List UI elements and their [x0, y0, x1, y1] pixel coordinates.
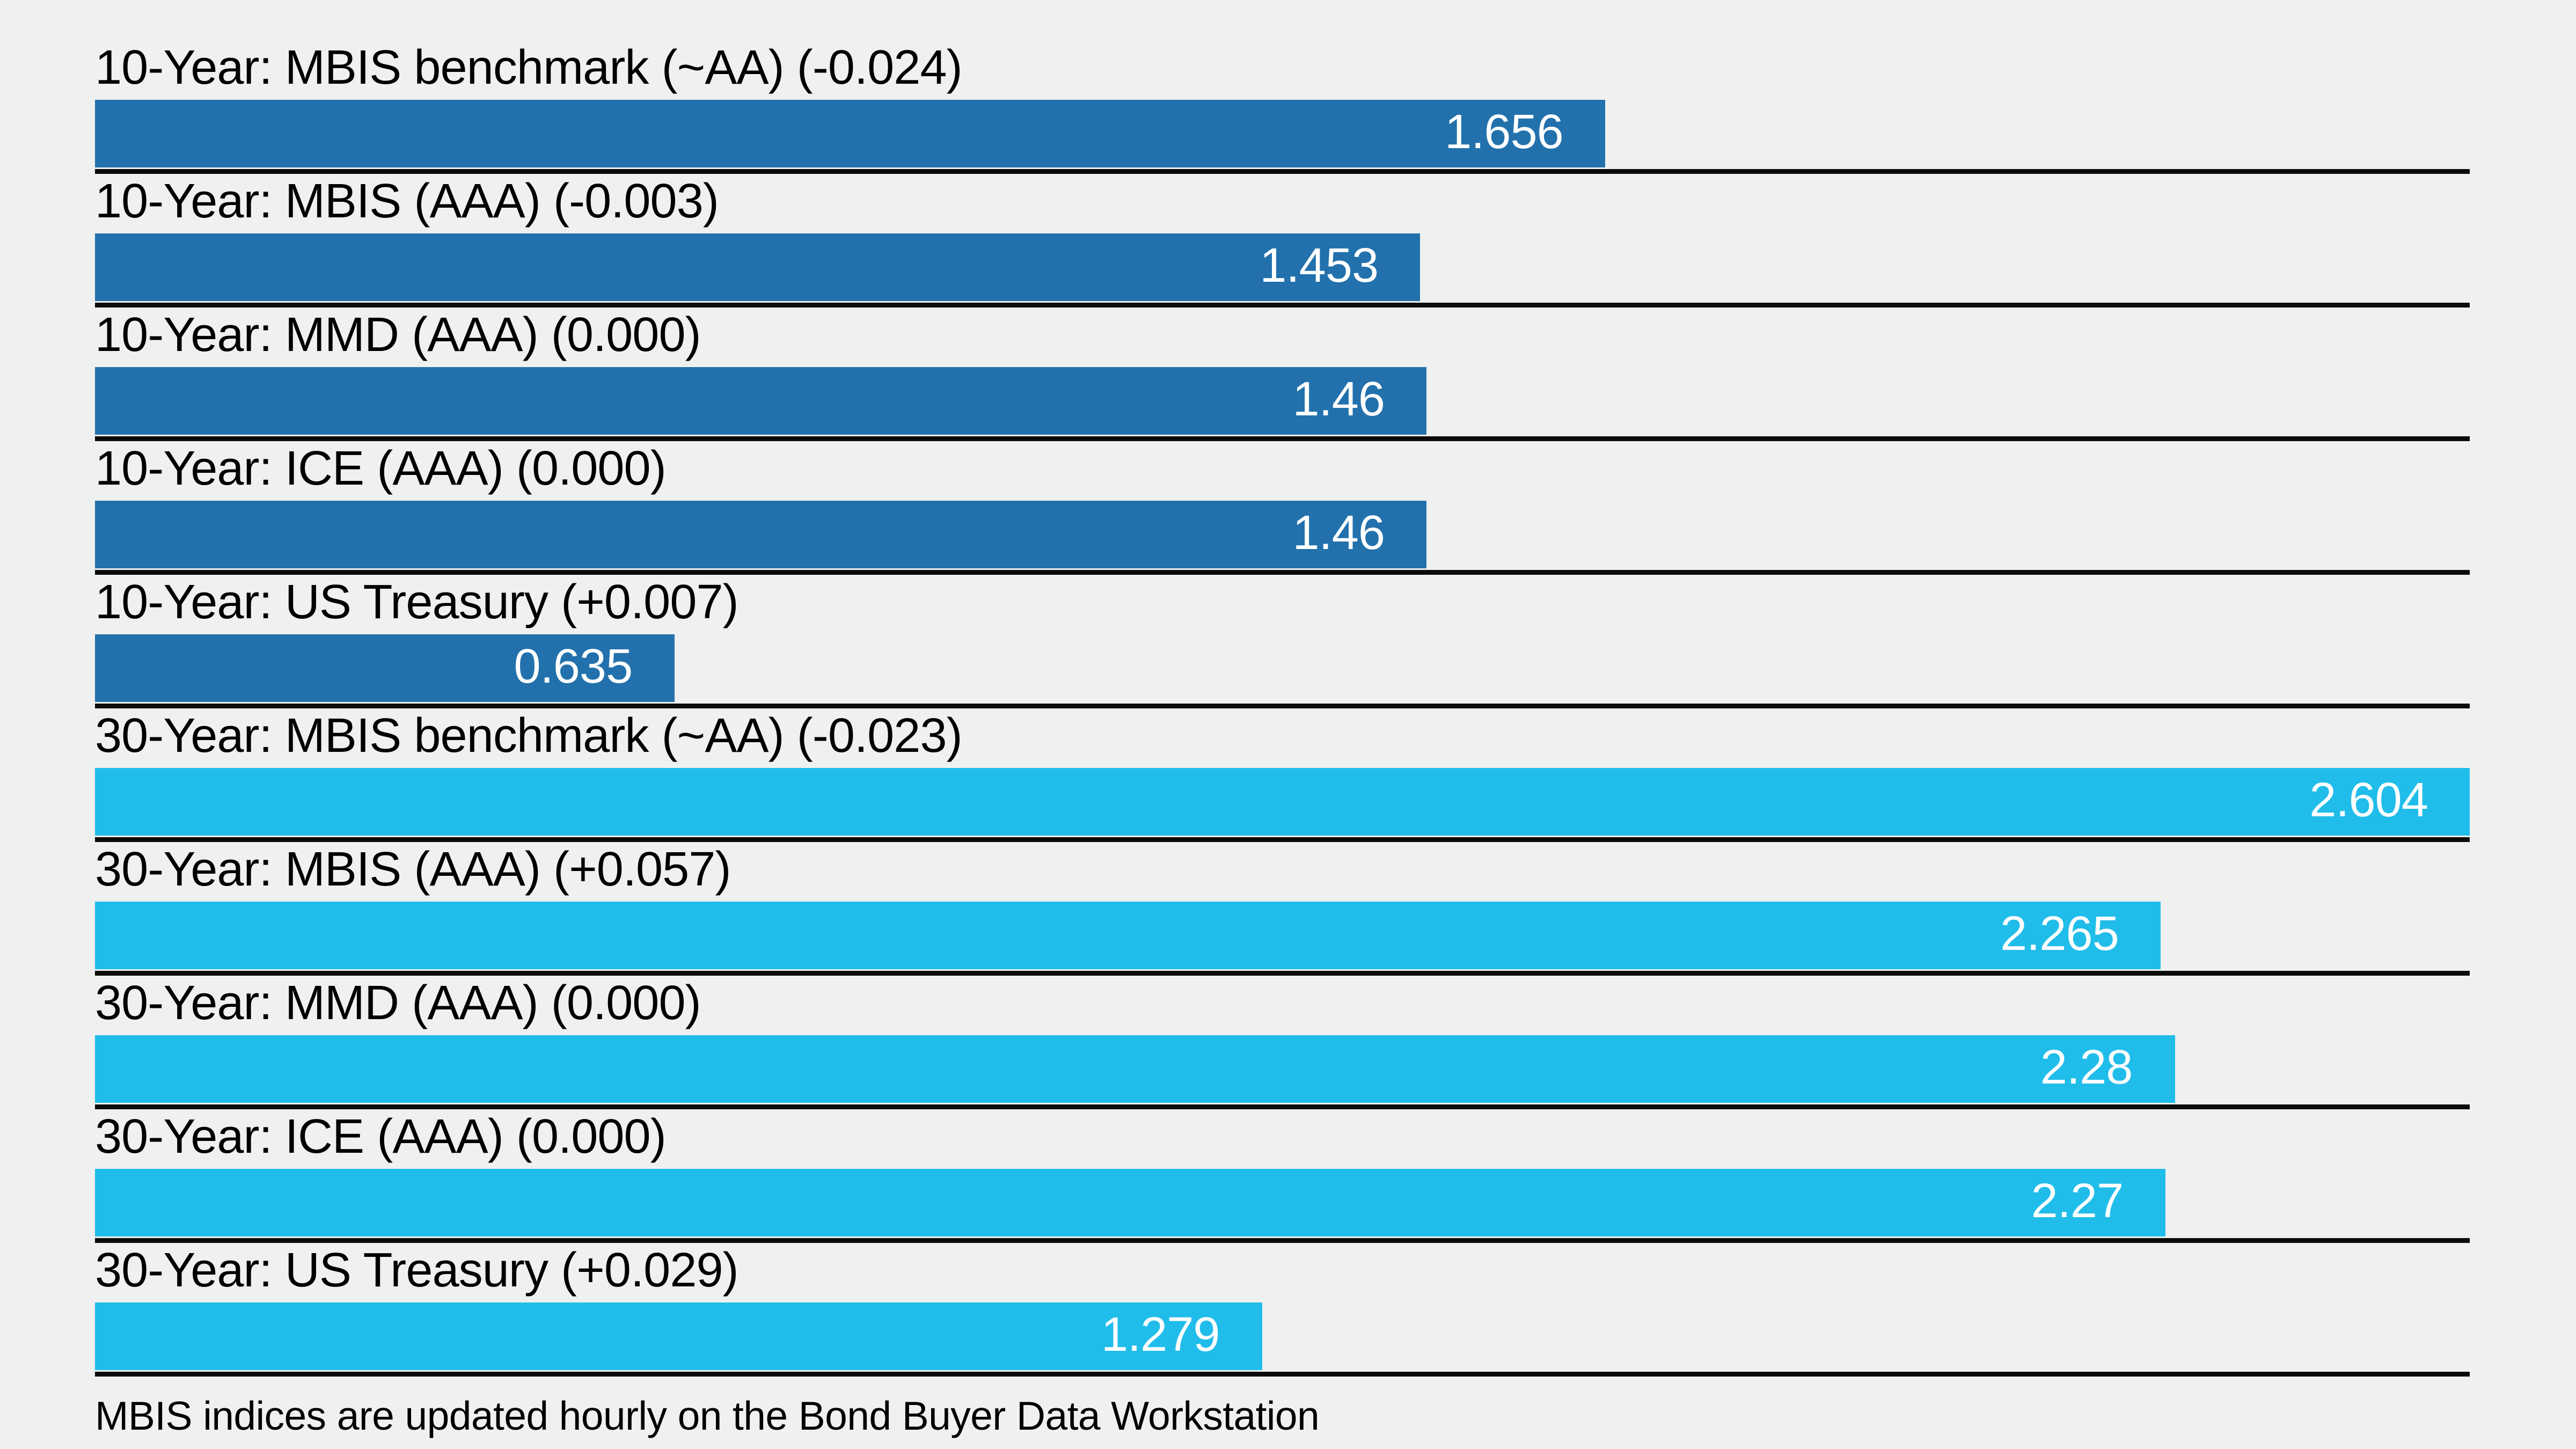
bar-row: 30-Year: US Treasury (+0.029) 1.279 — [95, 1246, 2470, 1376]
bar-label: 10-Year: US Treasury (+0.007) — [95, 576, 739, 630]
bar: 1.279 — [95, 1302, 1262, 1370]
bar-track: 0.635 — [95, 634, 2470, 702]
bar-value-label: 1.453 — [1260, 240, 1379, 293]
bar-value-label: 1.279 — [1101, 1309, 1220, 1362]
bar-rows: 10-Year: MBIS benchmark (~AA) (-0.024) 1… — [95, 43, 2470, 1376]
bar-value-label: 2.604 — [2309, 774, 2428, 828]
bar-label: 10-Year: ICE (AAA) (0.000) — [95, 443, 667, 496]
bar-label: 30-Year: MBIS benchmark (~AA) (-0.023) — [95, 710, 963, 763]
row-separator-line — [95, 971, 2470, 975]
bar-value-label: 2.265 — [2000, 908, 2119, 961]
bar-label: 30-Year: MMD (AAA) (0.000) — [95, 977, 701, 1030]
bar-track: 2.28 — [95, 1035, 2470, 1103]
bar-row: 30-Year: MBIS benchmark (~AA) (-0.023) 2… — [95, 710, 2470, 841]
bar: 2.27 — [95, 1169, 2165, 1236]
bar-label: 30-Year: ICE (AAA) (0.000) — [95, 1111, 667, 1164]
bar-value-label: 1.46 — [1292, 374, 1385, 427]
row-separator-line — [95, 1104, 2470, 1109]
row-separator-line — [95, 704, 2470, 708]
bar: 1.46 — [95, 367, 1427, 435]
bar-track: 2.265 — [95, 902, 2470, 969]
bar-label: 30-Year: MBIS (AAA) (+0.057) — [95, 844, 731, 897]
bar-label: 10-Year: MBIS benchmark (~AA) (-0.024) — [95, 42, 963, 95]
bar-row: 10-Year: MBIS (AAA) (-0.003) 1.453 — [95, 177, 2470, 307]
bar-row: 30-Year: MMD (AAA) (0.000) 2.28 — [95, 977, 2470, 1109]
bar-track: 2.604 — [95, 768, 2470, 836]
footer-note: MBIS indices are updated hourly on the B… — [95, 1393, 1320, 1439]
bar-track: 1.656 — [95, 100, 2470, 167]
bar-row: 10-Year: MBIS benchmark (~AA) (-0.024) 1… — [95, 43, 2470, 173]
bar-row: 10-Year: US Treasury (+0.007) 0.635 — [95, 576, 2470, 708]
bar: 1.453 — [95, 233, 1421, 301]
bar-track: 2.27 — [95, 1169, 2470, 1236]
bar: 1.46 — [95, 501, 1427, 568]
bar-value-label: 1.46 — [1292, 507, 1385, 560]
bar-value-label: 1.656 — [1445, 106, 1564, 159]
bar-value-label: 2.27 — [2031, 1175, 2124, 1228]
bar: 2.604 — [95, 768, 2470, 836]
bar-row: 10-Year: MMD (AAA) (0.000) 1.46 — [95, 309, 2470, 441]
bar-track: 1.279 — [95, 1302, 2470, 1370]
bar-track: 1.46 — [95, 501, 2470, 568]
bar-row: 10-Year: ICE (AAA) (0.000) 1.46 — [95, 444, 2470, 574]
row-separator-line — [95, 169, 2470, 173]
bar: 1.656 — [95, 100, 1605, 167]
bar-label: 10-Year: MMD (AAA) (0.000) — [95, 309, 701, 362]
bar-label: 30-Year: US Treasury (+0.029) — [95, 1245, 739, 1298]
row-separator-line — [95, 570, 2470, 574]
bar-value-label: 2.28 — [2040, 1042, 2133, 1095]
bar-track: 1.46 — [95, 367, 2470, 435]
bar-value-label: 0.635 — [514, 641, 633, 694]
bar: 0.635 — [95, 634, 675, 702]
bar: 2.265 — [95, 902, 2161, 969]
bar-label: 10-Year: MBIS (AAA) (-0.003) — [95, 175, 719, 229]
bar-row: 30-Year: ICE (AAA) (0.000) 2.27 — [95, 1111, 2470, 1242]
row-separator-line — [95, 303, 2470, 307]
bar-row: 30-Year: MBIS (AAA) (+0.057) 2.265 — [95, 845, 2470, 975]
bar-track: 1.453 — [95, 233, 2470, 301]
row-separator-line — [95, 1238, 2470, 1242]
row-separator-line — [95, 436, 2470, 441]
bar: 2.28 — [95, 1035, 2175, 1103]
row-separator-line — [95, 1372, 2470, 1376]
row-separator-line — [95, 837, 2470, 841]
